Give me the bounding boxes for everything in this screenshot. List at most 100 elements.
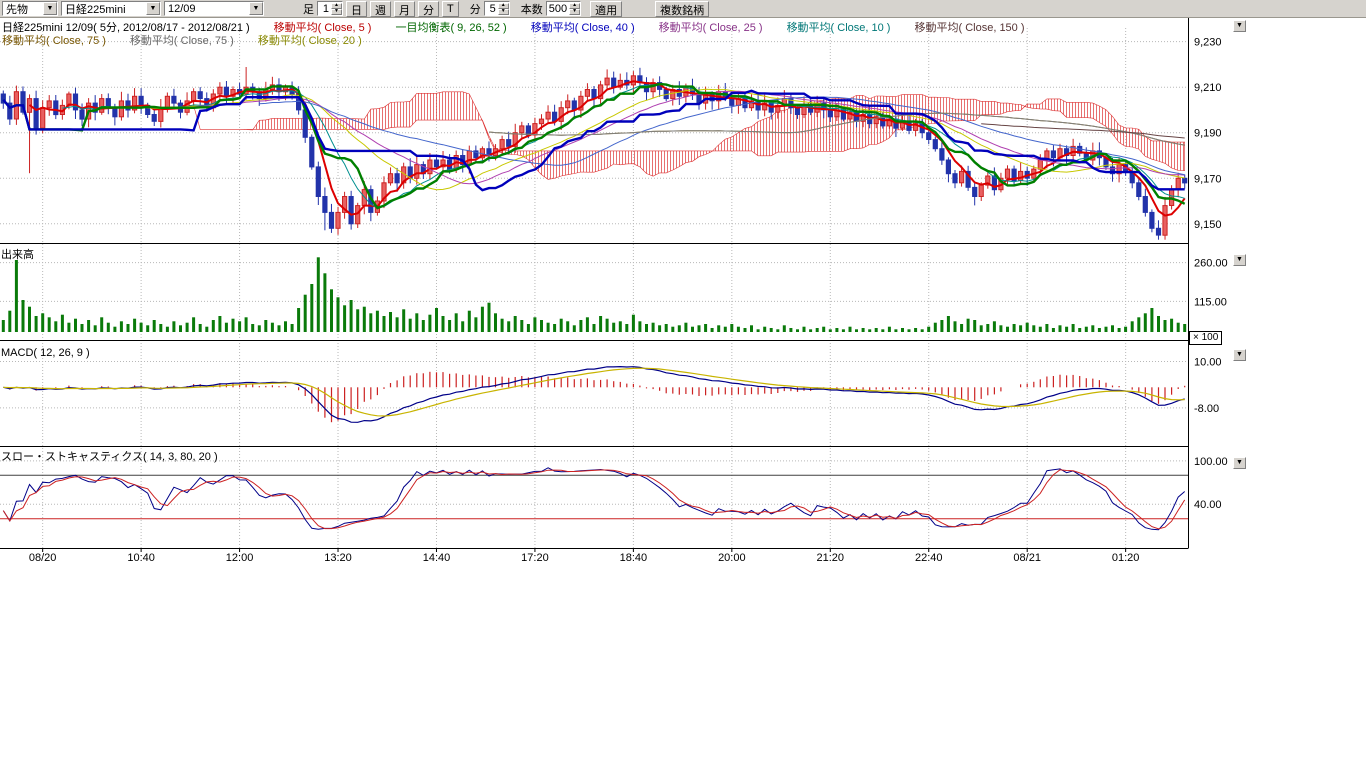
volume-bar [927,327,930,332]
down-candle [34,99,38,129]
price-panel-arrow-button[interactable] [1233,20,1246,32]
volume-bar [48,317,51,332]
up-candle [566,101,570,108]
y-axis-label: 9,170 [1194,173,1222,185]
volume-bar [22,300,25,332]
volume-bar [573,325,576,332]
down-candle [828,110,832,117]
volume-bar [1072,324,1075,332]
volume-bar [8,311,11,332]
volume-bar [514,316,517,332]
up-candle [1005,169,1009,178]
y-axis-label: 100.00 [1194,456,1228,468]
volume-bar [547,323,550,332]
volume-bar [2,320,5,332]
volume-bar [107,323,110,332]
volume-bar [527,324,530,332]
volume-bar [205,327,208,332]
chevron-down-icon[interactable] [146,2,160,15]
volume-panel-arrow-button[interactable] [1233,254,1246,266]
volume-bar [763,327,766,332]
bar-count-spinner[interactable]: 500 [546,1,581,16]
ma-150-line [981,124,1184,138]
volume-bar [599,316,602,332]
volume-bar [980,325,983,332]
y-axis-label: 260.00 [1194,258,1228,270]
contract-month-select[interactable]: 12/09 [164,1,264,16]
spin-down-icon[interactable] [498,9,509,15]
volume-bar [337,297,340,332]
volume-bar [258,325,261,332]
volume-bar [186,323,189,332]
period-day-button[interactable]: 日 [346,1,367,17]
volume-bar [1085,327,1088,332]
apply-button[interactable]: 適用 [590,1,622,17]
volume-bar [15,260,18,332]
volume-bar [218,316,221,332]
chevron-down-icon[interactable] [249,2,263,15]
volume-bar [284,321,287,332]
volume-bar [1045,324,1048,332]
volume-bar [678,325,681,332]
chart-canvas[interactable]: 08/2010:4012:0013:2014:4017:2018:4020:00… [0,0,1366,580]
spin-down-icon[interactable] [569,9,580,15]
spin-down-icon[interactable] [331,9,342,15]
up-candle [428,160,432,174]
volume-bar [1059,325,1062,332]
volume-bar [540,320,543,332]
down-candle [73,94,77,110]
volume-bar [796,329,799,332]
volume-bar [369,313,372,332]
volume-bar [579,320,582,332]
instrument-select[interactable]: 日経225mini [61,1,161,16]
volume-bar [232,319,235,332]
period-week-button[interactable]: 週 [370,1,391,17]
up-candle [500,140,504,149]
volume-bar [494,313,497,332]
volume-bar [481,307,484,332]
volume-bar [717,325,720,332]
bar-count-value: 500 [547,3,569,15]
instrument-type-select[interactable]: 先物 [2,1,58,16]
down-candle [730,99,734,106]
volume-bar [894,329,897,332]
down-candle [139,96,143,105]
x-axis-label: 08/21 [1013,552,1041,564]
volume-bar [803,327,806,332]
volume-bar [81,324,84,332]
legend-item: 移動平均( Close, 10 ) [787,19,891,35]
volume-bar [120,321,123,332]
volume-bar [789,328,792,332]
down-candle [946,160,950,174]
macd-panel-arrow-button[interactable] [1233,349,1246,361]
volume-bar [1111,325,1114,332]
volume-bar [28,307,31,332]
down-candle [434,160,438,167]
chevron-down-icon[interactable] [43,2,57,15]
volume-bar [415,313,418,332]
volume-bar [61,315,64,332]
volume-bar [113,327,116,332]
x-axis-label: 20:00 [718,552,746,564]
period-minute-button[interactable]: 分 [418,1,439,17]
volume-bar [389,312,392,332]
stoch-panel-arrow-button[interactable] [1233,457,1246,469]
bar-type-label: 足 [303,1,314,17]
volume-bar [461,321,464,332]
minute-spinner[interactable]: 5 [484,1,510,16]
period-tick-button[interactable]: T [442,1,459,17]
volume-bar [625,324,628,332]
up-candle [520,126,524,133]
bar-interval-spinner[interactable]: 1 [317,1,343,16]
volume-bar [488,303,491,332]
down-candle [224,87,228,96]
volume-bar [330,289,333,332]
y-axis-label: 9,230 [1194,37,1222,49]
period-month-button[interactable]: 月 [394,1,415,17]
up-candle [1176,178,1180,189]
multi-symbol-button[interactable]: 複数銘柄 [655,1,709,17]
down-candle [310,137,314,167]
x-axis-label: 08/20 [29,552,57,564]
x-axis-label: 01:20 [1112,552,1140,564]
volume-bar [658,325,661,332]
